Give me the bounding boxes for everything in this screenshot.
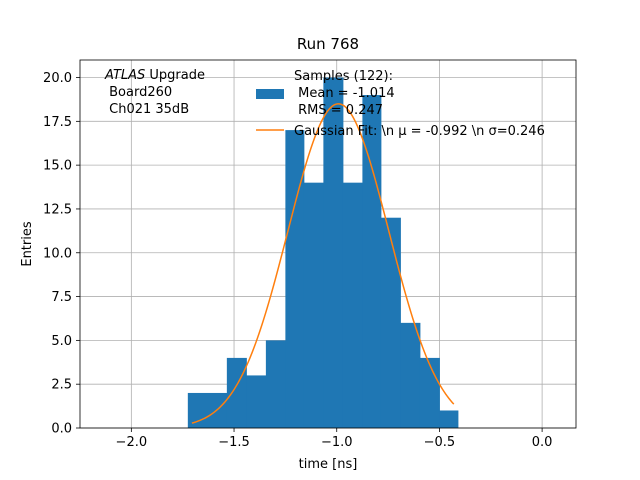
legend-fit-label: Gaussian Fit: \n μ = -0.992 \n σ=0.246 [294,124,545,139]
legend-histogram-swatch [256,89,284,99]
x-axis-ticks: −2.0 −1.5 −1.0 −0.5 0.0 [116,428,553,450]
histogram-bar [362,95,382,429]
x-tick-label: −2.0 [116,435,148,450]
legend-histogram-line-2: Mean = -1.014 [294,86,395,101]
legend-histogram-line-3: RMS = 0.247 [294,103,383,118]
annotation-italic-word: ATLAS [104,68,145,83]
annotation-line-2: Board260 [105,85,172,100]
y-axis-title: Entries [20,221,35,267]
annotation-line-1: ATLAS Upgrade [104,68,205,83]
gaussian-fit-curve [191,103,455,424]
y-tick-label: 17.5 [43,115,72,130]
y-tick-label: 15.0 [43,159,72,174]
annotation-rest: Upgrade [145,68,205,83]
atlas-annotation: ATLAS Upgrade Board260 Ch021 35dB [104,68,205,117]
legend: Samples (122): Mean = -1.014 RMS = 0.247… [256,69,545,139]
x-tick-label: −0.5 [424,435,456,450]
histogram-bar [246,375,267,428]
histogram-bar [400,322,421,428]
histogram-bar [265,340,286,428]
y-tick-label: 10.0 [43,246,72,261]
histogram-bar [303,182,324,428]
chart-title: Run 768 [297,35,359,53]
y-tick-label: 5.0 [51,334,72,349]
x-axis-title: time [ns] [299,457,358,472]
y-tick-label: 2.5 [51,378,72,393]
y-tick-label: 0.0 [51,422,72,437]
y-tick-label: 12.5 [43,202,72,217]
x-tick-label: 0.0 [532,435,553,450]
y-tick-label: 20.0 [43,71,72,86]
annotation-line-3: Ch021 35dB [105,102,189,117]
histogram-bar [419,357,440,428]
histogram-bar [342,182,363,428]
histogram-bar [380,217,401,428]
histogram-bar [323,77,344,429]
y-axis-ticks: 0.0 2.5 5.0 7.5 10.0 12.5 15.0 17.5 20.0 [43,71,80,437]
x-tick-label: −1.0 [321,435,353,450]
histogram-bars [187,77,459,429]
histogram-bar [226,357,247,428]
y-tick-label: 7.5 [51,290,72,305]
histogram-bar [439,410,459,428]
x-tick-label: −1.5 [218,435,250,450]
plot-frame [79,59,577,429]
histogram-bar [285,130,305,428]
legend-histogram-line-1: Samples (122): [294,69,393,84]
